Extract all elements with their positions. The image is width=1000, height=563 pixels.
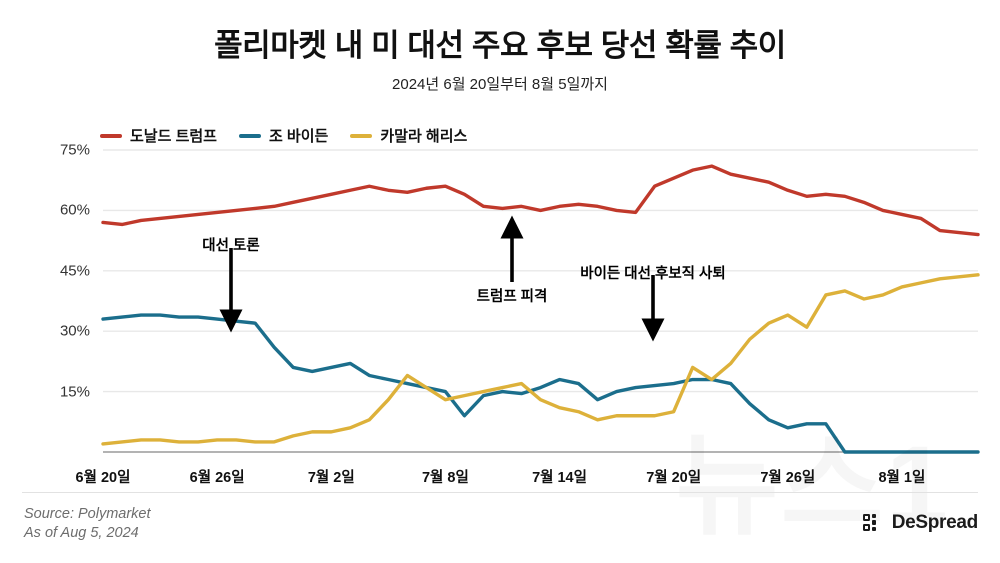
source-line-1: Source: Polymarket [24,506,151,522]
y-tick-label: 30% [59,322,90,340]
x-tick-label: 6월 26일 [189,470,245,486]
series-line-biden [101,313,980,454]
y-tick-label: 75% [59,141,90,159]
despread-logo-icon [862,514,876,531]
legend-item-harris[interactable]: 카말라 해리스 [350,125,467,146]
legend-label-harris: 카말라 해리스 [380,128,468,145]
brand-logo: DeSpread [862,512,978,534]
y-tick-label: 45% [59,262,90,280]
page-subtitle: 2024년 6월 20일부터 8월 5일까지 [392,76,608,93]
x-tick-label: 7월 8일 [421,470,469,486]
x-tick-label: 6월 20일 [75,470,131,486]
x-tick-label: 7월 20일 [646,470,702,486]
annotation-label: 트럼프 피격 [476,289,548,305]
annotation-label: 바이든 대선 후보직 사퇴 [580,266,726,282]
chart-legend: 도날드 트럼프 조 바이든 카말라 해리스 [100,125,467,146]
x-tick-label: 8월 1일 [878,470,926,486]
x-tick-label: 7월 2일 [307,470,355,486]
legend-item-trump[interactable]: 도날드 트럼프 [100,125,217,146]
series-line-trump [101,164,980,237]
source-line-2: As of Aug 5, 2024 [24,525,139,541]
y-axis-ticks: 15% 30% 45% 60% 75% [20,0,90,563]
x-tick-label: 7월 14일 [532,470,587,486]
series-line-harris [101,273,980,446]
legend-swatch-trump [100,133,122,138]
page-title: 폴리마켓 내 미 대선 주요 후보 당선 확률 추이 [214,28,786,63]
brand-name: DeSpread [891,512,979,533]
source-note: Source: Polymarket As of Aug 5, 2024 [24,505,151,543]
legend-swatch-harris [350,133,373,138]
legend-label-trump: 도날드 트럼프 [130,128,217,145]
x-tick-label: 7월 26일 [760,470,816,486]
legend-item-biden[interactable]: 조 바이든 [238,125,329,146]
annotation-label: 대선 토론 [202,238,260,254]
footer-divider [22,492,978,493]
legend-label-biden: 조 바이든 [268,128,329,145]
y-tick-label: 15% [59,383,90,401]
y-tick-label: 60% [59,201,90,219]
legend-swatch-biden [238,133,261,138]
